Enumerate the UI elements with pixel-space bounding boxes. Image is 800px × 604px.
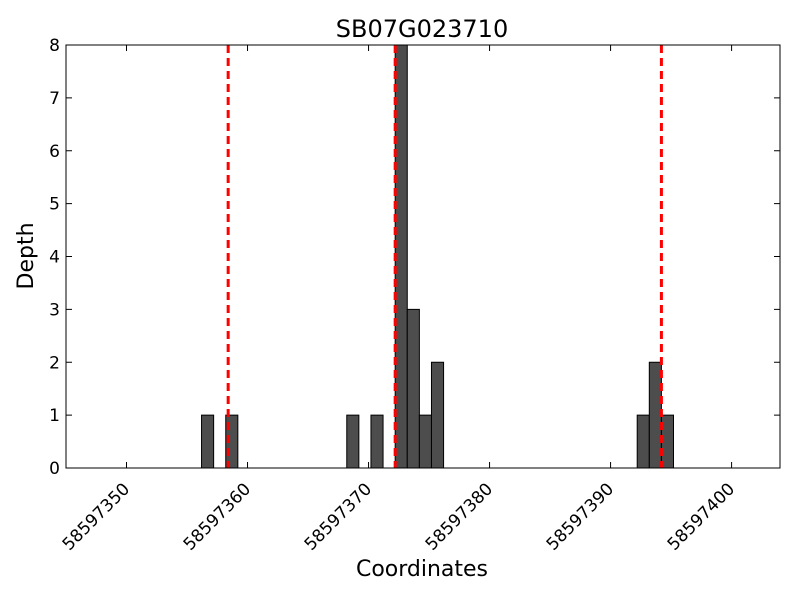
depth-bar [406, 308, 420, 469]
chart-title: SB07G023710 [336, 15, 508, 43]
x-tick-label: 58597370 [301, 479, 376, 554]
depth-bar [636, 414, 650, 469]
y-tick-label: 8 [49, 36, 60, 56]
depth-bar [430, 361, 445, 469]
x-tick-label: 58597390 [543, 479, 618, 554]
y-tick-label: 7 [49, 89, 60, 109]
plot-frame [65, 44, 781, 469]
x-axis-label: Coordinates [356, 557, 488, 582]
y-tick-label: 3 [49, 300, 60, 320]
y-tick-label: 6 [49, 142, 60, 162]
depth-bar [660, 414, 675, 469]
reference-lines-layer [226, 45, 663, 468]
x-tick-label: 58597350 [59, 479, 134, 554]
depth-bar [370, 414, 384, 469]
x-tick-label: 58597360 [180, 479, 255, 554]
y-axis-label: Depth [14, 222, 39, 289]
bars-layer [201, 44, 675, 469]
y-tick-label: 5 [49, 195, 60, 215]
depth-bar [201, 414, 215, 469]
x-tick-label: 58597380 [422, 479, 497, 554]
ticks-layer: 0 1 2 3 4 5 6 7 8 58597350 58597360 58597370 5859738… [49, 36, 780, 555]
y-tick-label: 2 [49, 353, 60, 373]
depth-bar [418, 414, 432, 469]
y-tick-label: 0 [49, 459, 60, 479]
depth-bar [648, 361, 662, 469]
depth-bar [394, 44, 408, 469]
depth-bar [346, 414, 360, 469]
x-tick-label: 58597400 [664, 479, 739, 554]
y-tick-label: 1 [49, 406, 60, 426]
y-tick-label: 4 [49, 248, 60, 268]
